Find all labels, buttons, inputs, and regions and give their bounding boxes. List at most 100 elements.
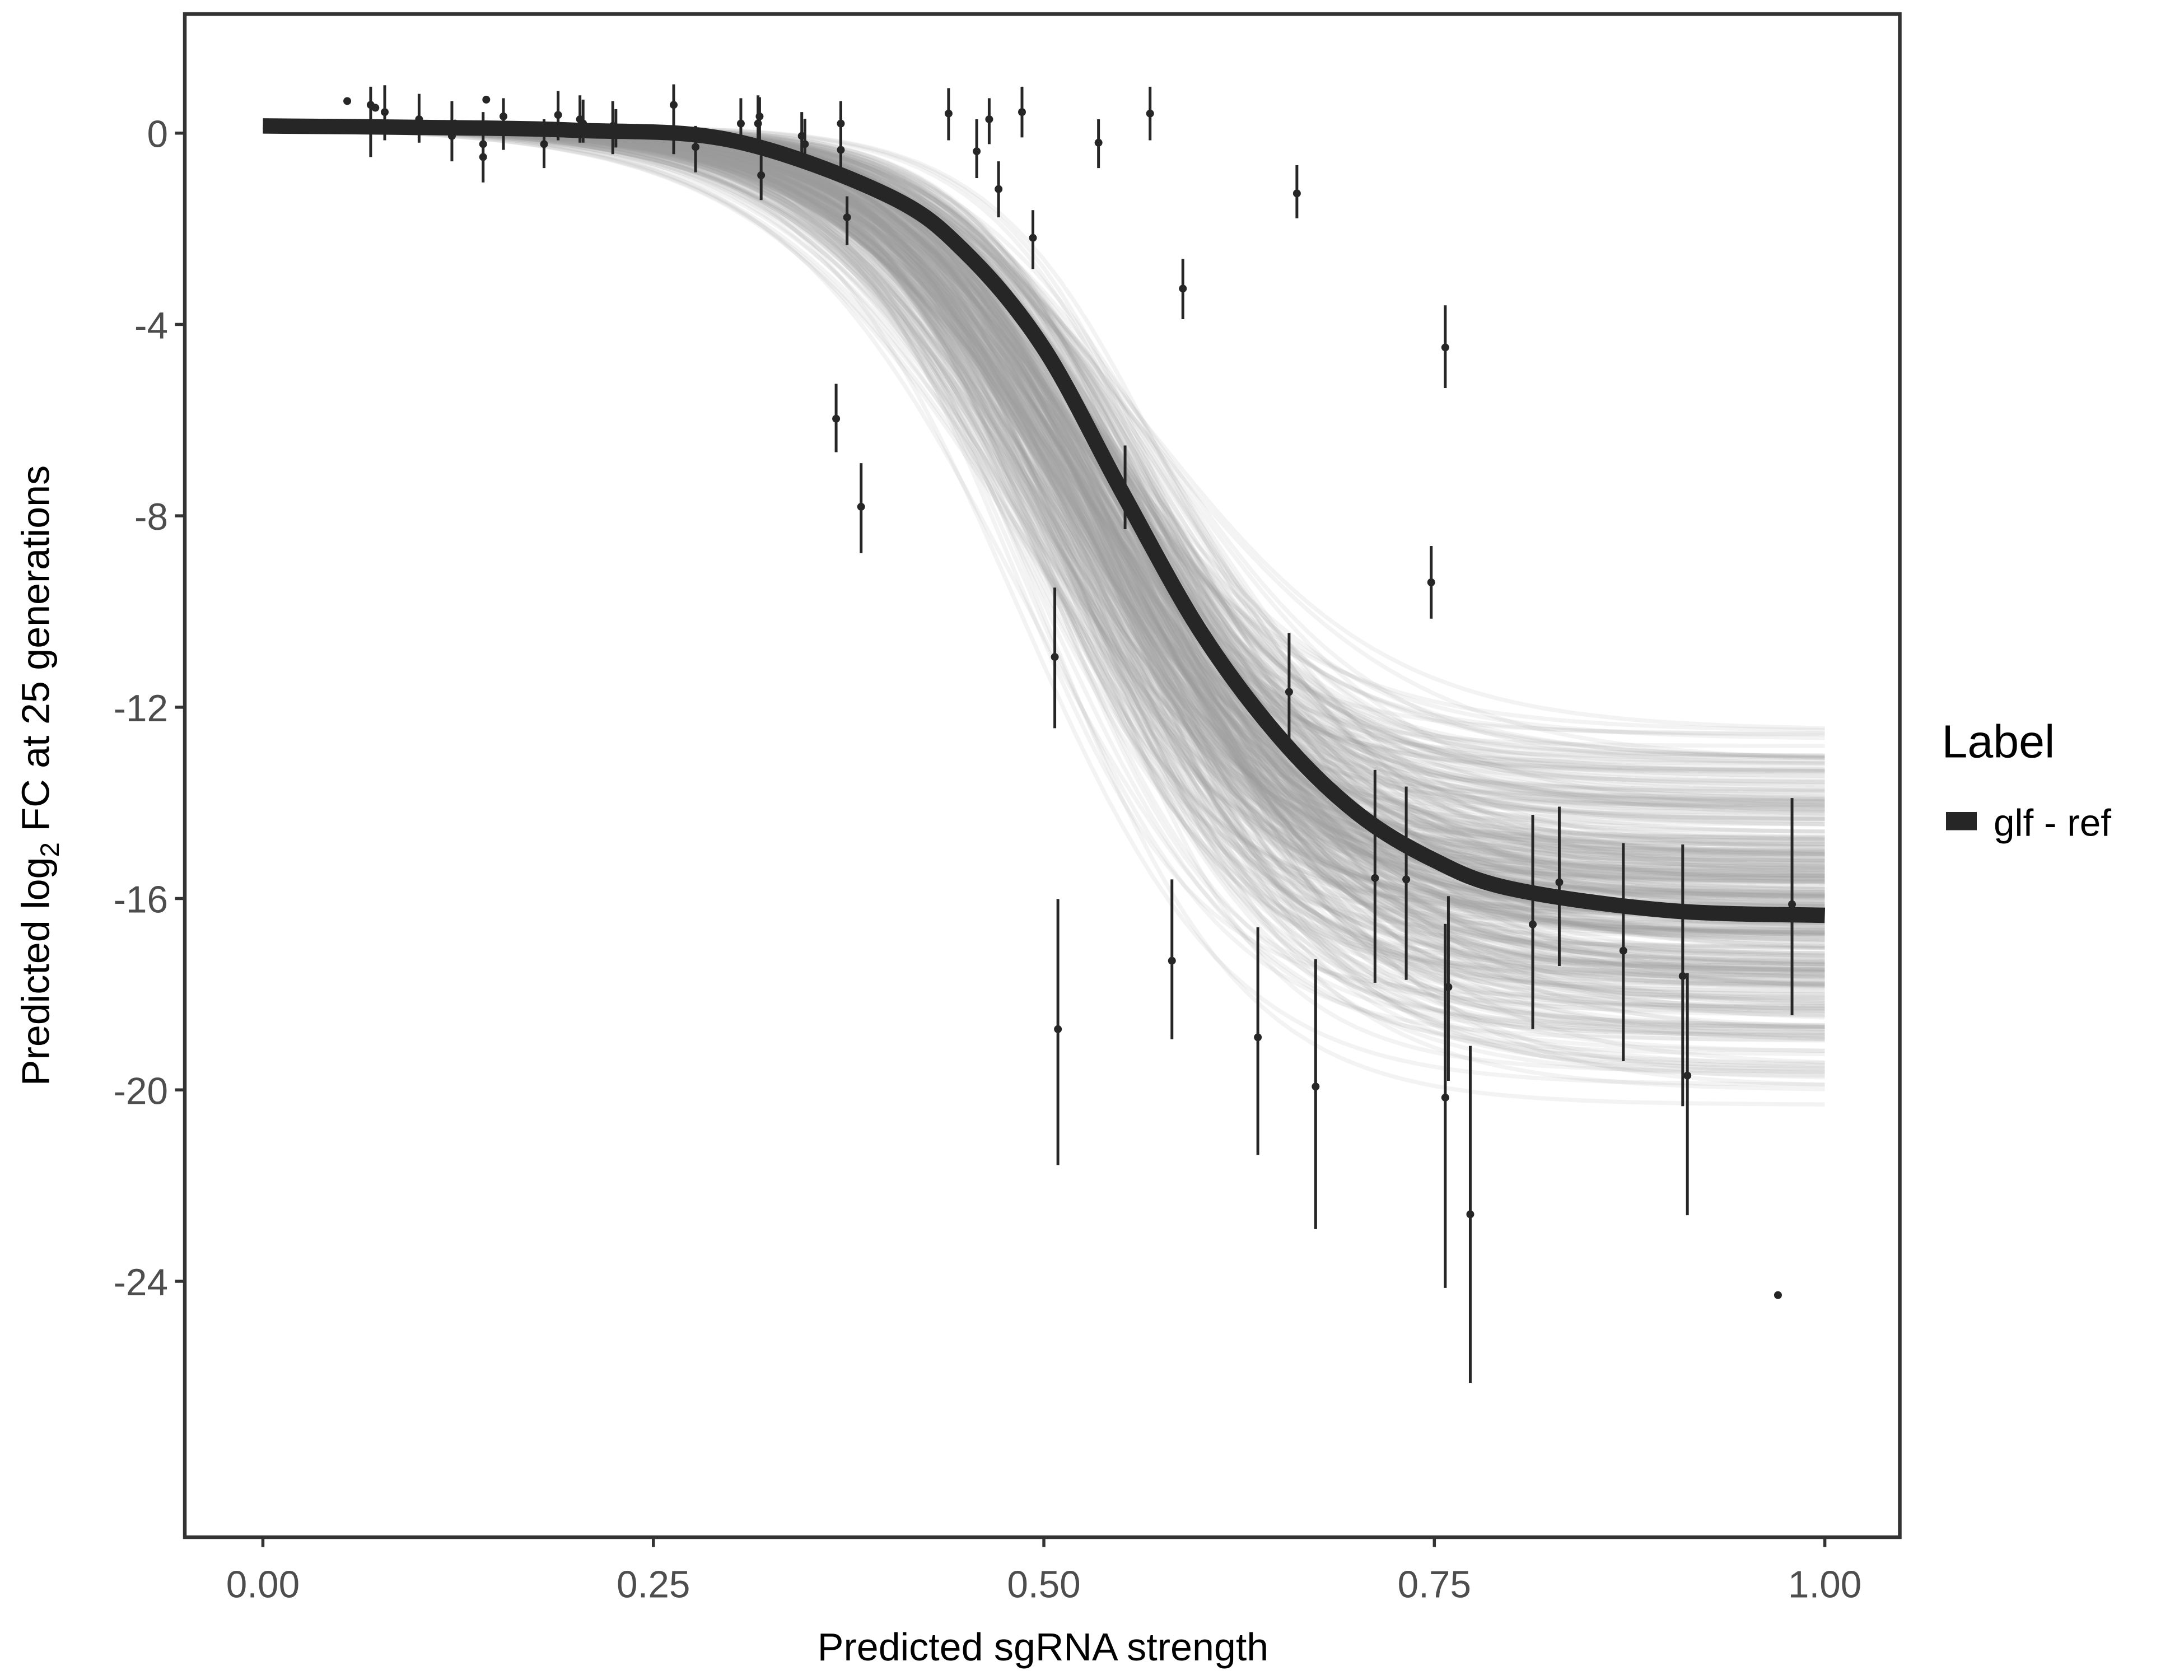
fit-curve-glf-ref [263, 118, 1826, 923]
y-tick-label: -16 [113, 879, 168, 921]
x-axis-title: Predicted sgRNA strength [818, 1625, 1268, 1669]
data-point [1441, 343, 1449, 352]
data-point [1788, 900, 1796, 908]
fit-curve-layer [263, 118, 1826, 923]
data-point [857, 502, 865, 511]
y-axis: 0 -4 -8 -12 -16 -20 -24 [113, 114, 185, 1304]
posterior-draw-line [263, 125, 1825, 1065]
x-tick-label: 0.25 [617, 1564, 690, 1606]
x-tick-label: 0.75 [1398, 1564, 1471, 1606]
posterior-draw-line [263, 125, 1825, 920]
posterior-draw-line [263, 125, 1825, 885]
data-point [1683, 1071, 1692, 1080]
data-point [579, 119, 587, 128]
data-point [755, 112, 764, 120]
posterior-draw-line [263, 125, 1825, 878]
data-point [837, 119, 845, 128]
data-point [1029, 234, 1037, 242]
posterior-draw-line [263, 125, 1825, 872]
data-point [1054, 1025, 1062, 1033]
data-point [381, 108, 389, 116]
data-point [944, 109, 953, 118]
data-point [1121, 487, 1130, 496]
posterior-draw-line [263, 125, 1825, 924]
data-point [1292, 189, 1301, 198]
data-point [1371, 874, 1379, 882]
data-point [540, 140, 548, 148]
data-point [1285, 688, 1293, 696]
posterior-draw-line [263, 125, 1825, 932]
posterior-draw-line [263, 126, 1825, 874]
posterior-draw-line [263, 125, 1825, 808]
data-point [1444, 983, 1453, 991]
data-point [692, 143, 700, 151]
data-point [482, 95, 491, 104]
y-tick-label: -8 [134, 496, 168, 538]
data-point [1774, 1291, 1782, 1299]
posterior-draw-line [263, 125, 1825, 973]
data-point [1678, 972, 1687, 980]
legend-key-glf-ref [1946, 812, 1977, 830]
x-tick-label: 0.00 [226, 1564, 300, 1606]
data-point [371, 104, 380, 112]
posterior-draw-line [263, 125, 1825, 896]
posterior-draw-line [263, 125, 1825, 1070]
y-axis-title-rest: FC at 25 generations [13, 465, 57, 842]
data-point [1254, 1033, 1262, 1042]
data-point [499, 112, 507, 120]
data-point [736, 119, 745, 128]
posterior-draw-line [263, 125, 1825, 805]
posterior-draw-line [263, 125, 1825, 1004]
y-axis-title-subscript: 2 [35, 842, 65, 857]
y-axis-title-main: Predicted log [13, 857, 57, 1086]
y-tick-label: -12 [113, 688, 168, 730]
data-point [1466, 1210, 1474, 1219]
data-point [1018, 108, 1026, 116]
data-point [479, 140, 487, 148]
data-point [1312, 1082, 1320, 1091]
data-point [447, 132, 456, 140]
y-axis-title: Predicted log2 FC at 25 generations [13, 465, 65, 1086]
legend: Label glf - ref [1942, 716, 2112, 844]
data-point [670, 101, 678, 109]
data-point [415, 115, 423, 123]
data-point [1179, 284, 1187, 293]
data-point [985, 115, 993, 123]
data-point [801, 140, 809, 148]
data-point [832, 414, 841, 423]
posterior-draw-line [263, 125, 1825, 1018]
data-point [757, 171, 766, 179]
data-point [843, 213, 851, 222]
data-point [995, 185, 1003, 193]
data-point [1094, 138, 1103, 147]
data-point [451, 119, 459, 128]
posterior-draw-line [263, 125, 1825, 989]
x-tick-label: 1.00 [1788, 1564, 1861, 1606]
data-point [1402, 875, 1411, 884]
y-tick-label: -4 [134, 305, 168, 347]
data-point [1427, 578, 1435, 586]
posterior-draw-line [263, 126, 1825, 900]
data-point [1051, 653, 1059, 661]
data-point [973, 147, 981, 156]
posterior-draw-line [263, 125, 1825, 881]
y-tick-label: -24 [113, 1262, 168, 1304]
x-axis: 0.00 0.25 0.50 0.75 1.00 [226, 1537, 1861, 1606]
data-point [1146, 109, 1154, 118]
posterior-draw-line [263, 125, 1825, 1040]
data-point [554, 111, 562, 119]
posterior-draw-line [263, 125, 1825, 904]
data-points [343, 84, 1796, 1383]
data-point [1529, 920, 1537, 928]
y-tick-label: -20 [113, 1070, 168, 1112]
posterior-draw-line [263, 125, 1825, 984]
x-tick-label: 0.50 [1007, 1564, 1080, 1606]
panel-border [183, 12, 1902, 1539]
data-point [1555, 878, 1564, 886]
y-tick-label: 0 [147, 114, 168, 156]
data-point [1441, 1093, 1449, 1102]
data-point [612, 129, 620, 137]
posterior-draw-line [263, 126, 1825, 898]
